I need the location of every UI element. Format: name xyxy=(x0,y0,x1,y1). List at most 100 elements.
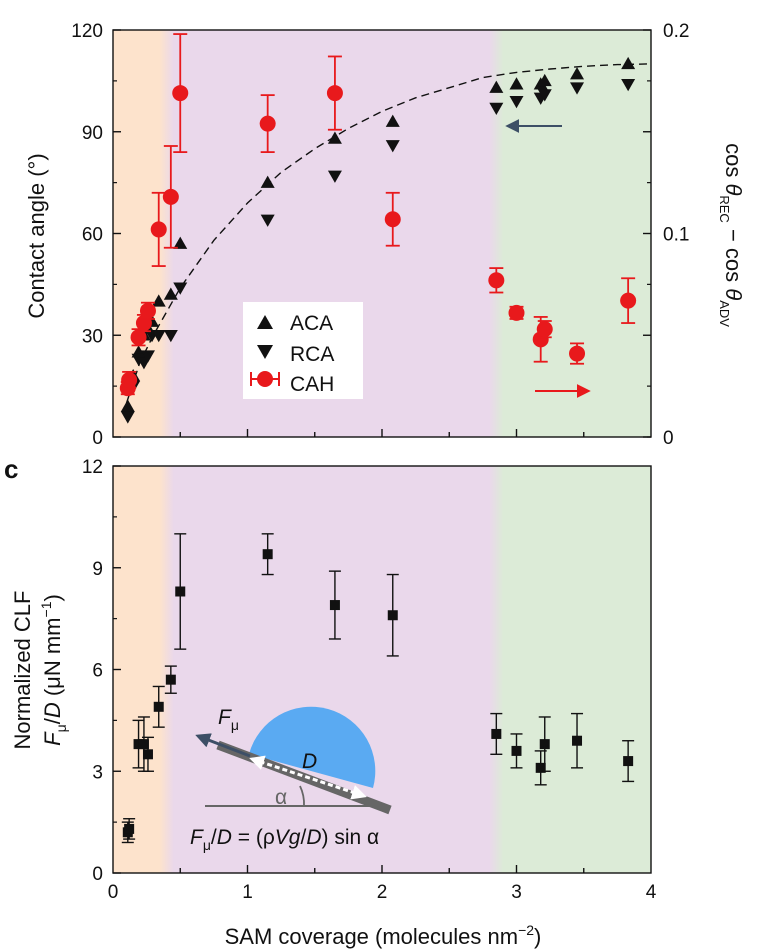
right-y-axis-label: cos θREC − cos θADV xyxy=(717,143,746,327)
diameter-arrow xyxy=(249,755,367,800)
left-y-tick-label: 90 xyxy=(82,123,103,144)
clf-point xyxy=(539,739,550,750)
clf-point xyxy=(142,749,153,760)
clf-point xyxy=(138,739,149,750)
bottom-y-tick-label: 9 xyxy=(92,559,103,580)
cah-point xyxy=(569,345,586,362)
x-tick-label: 0 xyxy=(108,882,119,903)
band-transition-2 xyxy=(489,466,504,873)
clf-point xyxy=(124,823,135,834)
clf-point xyxy=(572,735,583,746)
fit-curve-line xyxy=(125,63,652,404)
cah-point xyxy=(121,372,138,389)
clf-point xyxy=(491,728,502,739)
clf-point xyxy=(165,674,176,685)
cah-point xyxy=(162,188,179,205)
x-axis-label-main: SAM coverage (molecules nm xyxy=(225,924,518,949)
coverage-bands-top xyxy=(113,30,651,437)
clf-point xyxy=(153,701,164,712)
cah-point xyxy=(620,292,637,309)
rca-point xyxy=(151,330,166,343)
rca-point xyxy=(163,330,178,343)
inset-schematic: Fμ D α Fμ/D = (ρVg/D) sin α xyxy=(190,706,392,853)
aca-point xyxy=(509,77,524,90)
legend-aca-marker xyxy=(257,315,273,329)
aca-point xyxy=(327,131,342,144)
rca-point xyxy=(327,170,342,183)
cah-point xyxy=(488,272,505,289)
cah-point xyxy=(150,221,167,238)
rca-point xyxy=(537,89,552,102)
aca-point xyxy=(570,67,585,80)
rca-point xyxy=(570,82,585,95)
aca-point xyxy=(120,399,135,412)
cah-point xyxy=(384,211,401,228)
cah-point xyxy=(536,321,553,338)
clf-point xyxy=(623,756,634,767)
aca-point xyxy=(173,236,188,249)
legend: ACA RCA CAH xyxy=(243,302,363,399)
panel-label: c xyxy=(4,454,18,484)
bottom-y-tick-label: 3 xyxy=(92,762,103,783)
force-arrow xyxy=(195,733,251,758)
rca-point xyxy=(260,214,275,227)
x-tick-label: 3 xyxy=(511,882,522,903)
band-transition-1 xyxy=(159,466,174,873)
cah-point xyxy=(139,302,156,319)
legend-cah-marker xyxy=(257,371,273,387)
aca-point xyxy=(385,114,400,127)
cah-point xyxy=(259,115,276,132)
clf-point xyxy=(133,739,144,750)
legend-rca-marker xyxy=(257,345,273,359)
rca-point xyxy=(621,79,636,92)
rca-point xyxy=(509,95,524,109)
aca-point xyxy=(151,294,166,307)
legend-cah-label: CAH xyxy=(290,373,334,396)
cah-point xyxy=(508,304,525,321)
legend-rca-label: RCA xyxy=(290,343,334,366)
clf-point xyxy=(387,610,398,621)
band-orange xyxy=(113,466,167,873)
cah-point xyxy=(172,85,189,102)
clf-point xyxy=(511,745,522,756)
bottom-y-axis-label-line2: Fμ/D (μN mm−1) xyxy=(38,594,69,746)
x-axis-label-sup: −2 xyxy=(518,922,534,938)
band-purple xyxy=(166,466,497,873)
bottom-y-tick-label: 6 xyxy=(92,661,103,682)
band-transition-2 xyxy=(489,30,504,437)
x-axis-label-end: ) xyxy=(534,924,541,949)
force-label: Fμ xyxy=(218,706,239,733)
legend-aca-label: ACA xyxy=(290,312,333,335)
left-y-tick-label: 0 xyxy=(92,428,103,449)
rca-point xyxy=(385,140,400,153)
clf-point xyxy=(262,549,273,560)
clf-point xyxy=(535,762,546,773)
clf-point xyxy=(175,586,186,597)
rca-point xyxy=(173,282,188,295)
bottom-y-tick-label: 0 xyxy=(92,864,103,885)
rca-point xyxy=(120,411,135,424)
axes-top: 0 30 60 90 120 0 0.1 0.2 xyxy=(71,21,689,449)
cah-point xyxy=(130,329,147,346)
angle-label: α xyxy=(275,786,287,809)
fit-curve xyxy=(125,63,652,404)
formula: Fμ/D = (ρVg/D) sin α xyxy=(190,826,379,853)
bottom-y-axis-label-line1: Normalized CLF xyxy=(10,591,35,750)
band-green xyxy=(496,466,651,873)
cah-point xyxy=(326,85,343,102)
diameter-label: D xyxy=(302,750,317,773)
right-y-tick-label: 0.1 xyxy=(663,225,689,246)
contact-angle-panel: 0 30 60 90 120 0 0.1 0.2 ACA RCA CAH Contact an… xyxy=(24,21,746,449)
aca-point xyxy=(537,73,552,87)
rca-series xyxy=(120,79,636,424)
x-tick-label: 2 xyxy=(377,882,388,903)
x-axis-label: SAM coverage (molecules nm−2) xyxy=(225,922,542,949)
rca-point xyxy=(140,350,155,363)
aca-point xyxy=(163,287,178,300)
left-y-tick-label: 30 xyxy=(82,326,103,347)
coverage-bands-bottom xyxy=(113,466,651,873)
aca-point xyxy=(260,175,275,188)
band-green xyxy=(496,30,651,437)
